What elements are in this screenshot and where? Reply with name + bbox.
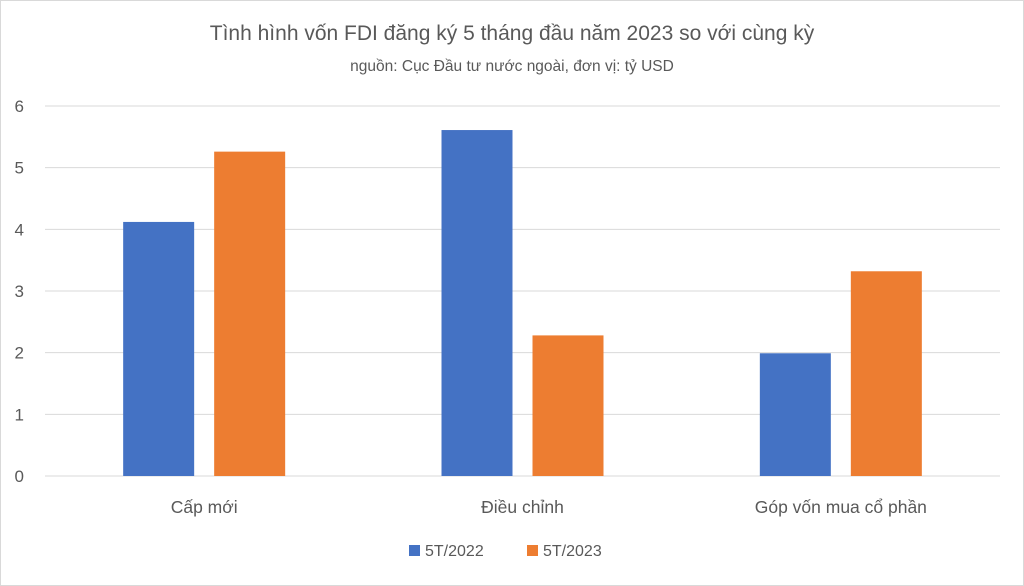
bar-5t-2022-3 — [759, 353, 831, 476]
bar-5t-2023-3 — [850, 271, 922, 476]
bar-5t-2022-2 — [441, 130, 513, 477]
y-tick-label: 4 — [15, 220, 24, 239]
legend-label: 5T/2023 — [543, 543, 602, 560]
bar-5t-2023-2 — [532, 335, 604, 476]
category-label: Cấp mới — [171, 497, 238, 517]
legend: 5T/2022 5T/2023 — [409, 543, 602, 560]
category-label: Điều chỉnh — [481, 497, 564, 517]
x-axis-categories: Cấp mới Điều chỉnh Góp vốn mua cổ phần — [171, 497, 927, 517]
y-axis-ticks: 0 1 2 3 4 5 6 — [15, 97, 24, 486]
y-tick-label: 1 — [15, 405, 24, 424]
y-tick-label: 2 — [15, 344, 24, 363]
legend-swatch — [409, 545, 420, 556]
y-tick-label: 3 — [15, 282, 24, 301]
legend-label: 5T/2022 — [425, 543, 484, 560]
bar-5t-2023-1 — [214, 151, 286, 476]
y-tick-label: 6 — [15, 97, 24, 116]
y-tick-label: 0 — [15, 467, 24, 486]
legend-swatch — [527, 545, 538, 556]
category-label: Góp vốn mua cổ phần — [755, 497, 927, 517]
gridlines — [45, 105, 1000, 477]
chart-title: Tình hình vốn FDI đăng ký 5 tháng đầu nă… — [210, 22, 815, 45]
chart-subtitle: nguồn: Cục Đầu tư nước ngoài, đơn vị: tỷ… — [350, 58, 674, 75]
bar-5t-2022-1 — [123, 221, 195, 476]
y-tick-label: 5 — [15, 159, 24, 178]
bars — [123, 130, 922, 477]
